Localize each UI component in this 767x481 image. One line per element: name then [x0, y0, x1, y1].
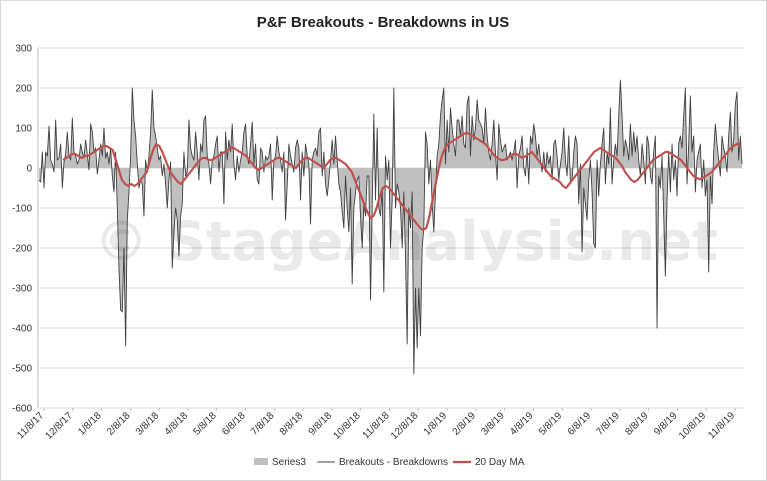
legend-swatch-series3	[254, 458, 268, 465]
x-tick-label: 5/8/19	[537, 410, 565, 438]
x-tick-label: 7/8/19	[595, 410, 623, 438]
y-tick-label: -500	[12, 364, 32, 375]
y-tick-label: 0	[26, 164, 32, 175]
y-tick-label: -300	[12, 284, 32, 295]
breakouts-breakdowns-line	[38, 79, 743, 375]
x-tick-label: 11/8/18	[361, 410, 392, 441]
x-tick-label: 7/8/18	[249, 410, 277, 438]
x-tick-label: 4/8/18	[163, 410, 191, 438]
legend-label-ma: 20 Day MA	[475, 457, 525, 468]
y-tick-label: 100	[15, 124, 32, 135]
legend-label-series3: Series3	[272, 457, 306, 468]
x-tick-label: 9/8/19	[652, 410, 680, 438]
x-tick-label: 10/8/19	[677, 410, 709, 442]
x-tick-label: 8/8/18	[278, 410, 306, 438]
x-tick-label: 6/8/18	[220, 410, 248, 438]
line-layer	[38, 79, 743, 375]
x-tick-label: 4/8/19	[508, 410, 536, 438]
legend-label-breakouts: Breakouts - Breakdowns	[339, 457, 448, 468]
x-tick-label: 1/8/18	[76, 410, 104, 438]
x-tick-label: 10/8/18	[331, 410, 363, 442]
x-tick-label: 3/8/18	[134, 410, 162, 438]
chart-title: P&F Breakouts - Breakdowns in US	[257, 14, 510, 31]
x-tick-label: 11/8/17	[15, 410, 46, 441]
x-tick-label: 12/8/17	[44, 410, 76, 442]
ma-20-day-line	[62, 131, 741, 232]
y-axis: 300 200 100 0 -100 -200 -300 -400 -500 -600	[12, 44, 39, 415]
y-tick-label: -600	[12, 404, 32, 415]
x-tick-label: 8/8/19	[623, 410, 651, 438]
legend: Series3 Breakouts - Breakdowns 20 Day MA	[254, 457, 525, 468]
y-tick-label: -100	[12, 204, 32, 215]
x-tick-label: 1/8/19	[422, 410, 450, 438]
x-tick-label: 2/8/19	[451, 410, 479, 438]
ma-layer	[62, 131, 741, 232]
x-tick-label: 2/8/18	[105, 410, 133, 438]
y-tick-label: 200	[15, 84, 32, 95]
x-tick-label: 5/8/18	[191, 410, 219, 438]
x-tick-label: 11/8/19	[706, 410, 737, 441]
y-tick-label: -400	[12, 324, 32, 335]
y-tick-label: 300	[15, 44, 32, 55]
x-tick-label: 3/8/19	[479, 410, 507, 438]
x-tick-label: 9/8/18	[307, 410, 335, 438]
y-tick-label: -200	[12, 244, 32, 255]
x-tick-label: 12/8/18	[389, 410, 421, 442]
x-tick-label: 6/8/19	[566, 410, 594, 438]
